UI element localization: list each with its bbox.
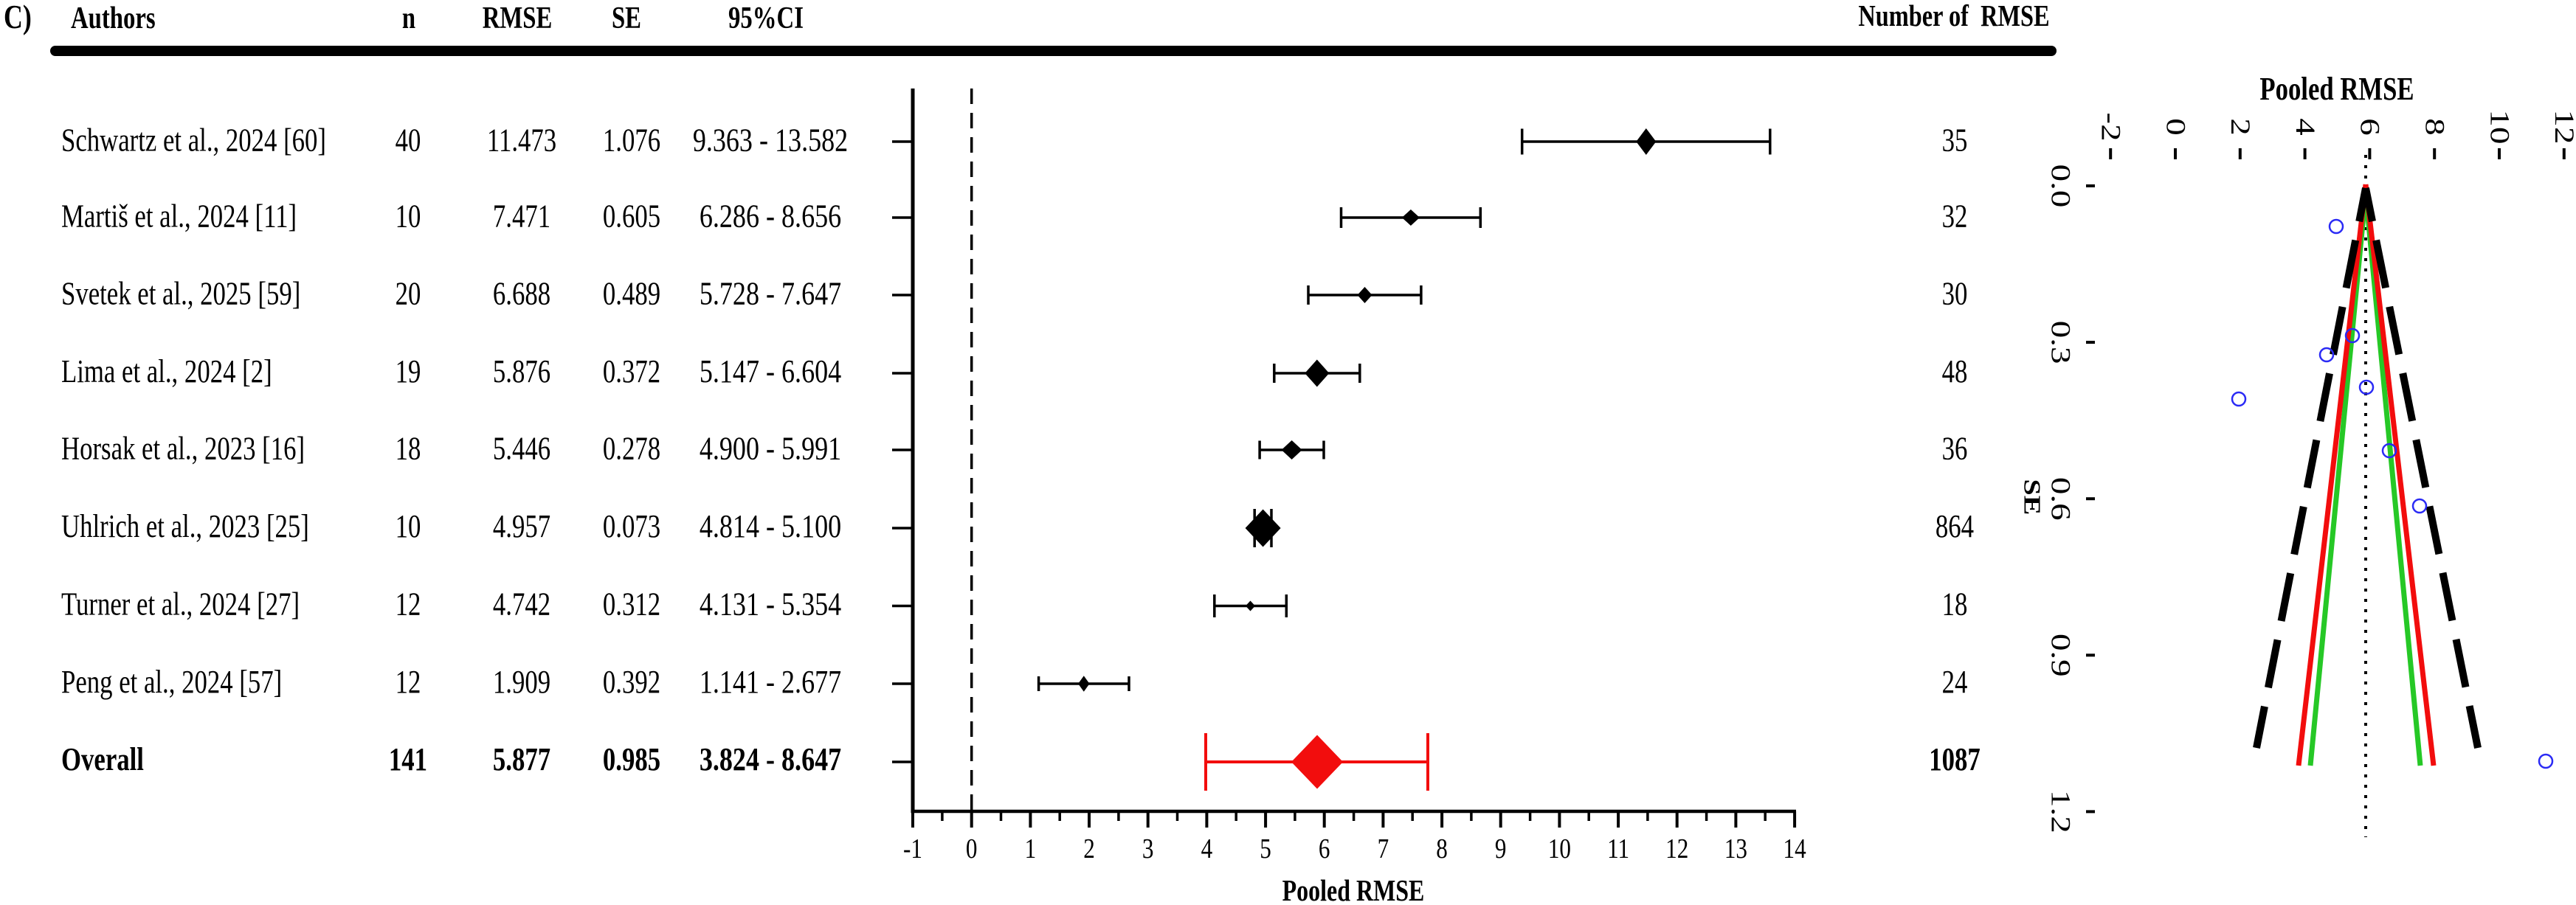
svg-text:Svetek et al., 2025 [59]: Svetek et al., 2025 [59] [61, 276, 300, 312]
svg-text:5.147 - 6.604: 5.147 - 6.604 [700, 353, 841, 389]
svg-text:18: 18 [396, 431, 421, 467]
svg-text:-2: -2 [2096, 112, 2126, 141]
svg-text:SE: SE [2020, 479, 2045, 516]
svg-text:n: n [402, 1, 415, 35]
svg-text:14: 14 [1783, 833, 1806, 864]
svg-text:1.909: 1.909 [493, 664, 550, 700]
svg-text:10: 10 [396, 198, 421, 235]
svg-text:Pooled RMSE: Pooled RMSE [2259, 70, 2414, 107]
svg-text:2: 2 [1083, 833, 1095, 864]
svg-text:6: 6 [2355, 118, 2385, 135]
svg-text:SE: SE [612, 1, 641, 35]
svg-text:1.141 - 2.677: 1.141 - 2.677 [700, 664, 841, 700]
svg-text:30: 30 [1942, 276, 1968, 312]
svg-text:9.363 - 13.582: 9.363 - 13.582 [693, 122, 848, 158]
svg-text:36: 36 [1942, 431, 1968, 467]
svg-text:4.131 - 5.354: 4.131 - 5.354 [700, 586, 841, 622]
svg-text:Schwartz et al., 2024 [60]: Schwartz et al., 2024 [60] [61, 122, 326, 159]
svg-text:0.489: 0.489 [603, 276, 660, 312]
svg-text:10: 10 [2485, 110, 2515, 145]
svg-text:1.076: 1.076 [603, 122, 660, 159]
svg-text:2: 2 [2225, 118, 2255, 135]
svg-text:1.2: 1.2 [2045, 790, 2076, 833]
svg-text:Turner et al., 2024 [27]: Turner et al., 2024 [27] [61, 586, 300, 623]
svg-text:0.312: 0.312 [603, 586, 660, 623]
svg-text:Horsak et al., 2023 [16]: Horsak et al., 2023 [16] [61, 431, 305, 467]
svg-text:Lima et al., 2024 [2]: Lima et al., 2024 [2] [61, 353, 272, 389]
svg-text:48: 48 [1942, 353, 1968, 389]
svg-text:0.605: 0.605 [603, 198, 660, 235]
svg-text:0.3: 0.3 [2045, 321, 2076, 364]
svg-text:0.278: 0.278 [603, 431, 660, 467]
svg-text:19: 19 [396, 353, 421, 389]
svg-text:4: 4 [1201, 833, 1213, 864]
svg-text:5.446: 5.446 [493, 431, 550, 467]
svg-text:RMSE: RMSE [483, 1, 553, 35]
svg-text:0.0: 0.0 [2045, 164, 2076, 208]
svg-text:3.824 - 8.647: 3.824 - 8.647 [700, 741, 841, 777]
svg-text:0.6: 0.6 [2045, 477, 2076, 521]
svg-text:0.9: 0.9 [2045, 634, 2076, 677]
svg-text:0: 0 [966, 833, 978, 864]
svg-text:18: 18 [1942, 586, 1968, 623]
svg-text:4.900 - 5.991: 4.900 - 5.991 [700, 430, 841, 466]
svg-text:20: 20 [396, 276, 421, 312]
svg-text:13: 13 [1724, 833, 1747, 864]
svg-text:5.728 - 7.647: 5.728 - 7.647 [700, 275, 841, 311]
svg-text:24: 24 [1942, 664, 1968, 700]
svg-text:Martiš et al., 2024 [11]: Martiš et al., 2024 [11] [61, 198, 297, 235]
svg-text:10: 10 [396, 508, 421, 544]
svg-text:12: 12 [396, 664, 421, 700]
svg-text:0.985: 0.985 [603, 741, 660, 777]
svg-text:1087: 1087 [1929, 741, 1981, 777]
svg-text:11.473: 11.473 [487, 122, 556, 159]
svg-text:8: 8 [2420, 118, 2450, 135]
svg-text:0.073: 0.073 [603, 508, 660, 544]
svg-text:-1: -1 [903, 833, 922, 864]
svg-text:6: 6 [1319, 833, 1330, 864]
svg-text:4.814 - 5.100: 4.814 - 5.100 [700, 508, 841, 544]
svg-text:6.688: 6.688 [493, 276, 550, 312]
svg-text:C): C) [4, 0, 32, 36]
svg-text:0.392: 0.392 [603, 664, 660, 700]
svg-text:12: 12 [396, 586, 421, 623]
svg-text:40: 40 [396, 122, 421, 159]
svg-text:0.372: 0.372 [603, 353, 660, 389]
svg-text:6.286 - 8.656: 6.286 - 8.656 [700, 198, 841, 234]
svg-text:12: 12 [2549, 110, 2576, 145]
svg-text:11: 11 [1607, 833, 1629, 864]
svg-text:4.742: 4.742 [493, 586, 550, 623]
svg-text:0: 0 [2161, 118, 2191, 135]
svg-text:3: 3 [1142, 833, 1154, 864]
svg-text:1: 1 [1025, 833, 1037, 864]
svg-text:864: 864 [1936, 508, 1974, 544]
svg-text:35: 35 [1942, 122, 1968, 159]
svg-text:9: 9 [1495, 833, 1507, 864]
svg-text:5.876: 5.876 [493, 353, 550, 389]
svg-text:Overall: Overall [61, 741, 144, 777]
svg-text:7: 7 [1378, 833, 1389, 864]
svg-text:5.877: 5.877 [493, 741, 550, 777]
svg-text:95%CI: 95%CI [728, 1, 804, 35]
svg-text:12: 12 [1665, 833, 1688, 864]
svg-text:Authors: Authors [71, 1, 156, 35]
svg-text:141: 141 [389, 741, 427, 777]
svg-text:4: 4 [2290, 118, 2320, 135]
svg-text:Peng et al., 2024 [57]: Peng et al., 2024 [57] [61, 664, 282, 700]
svg-text:7.471: 7.471 [493, 198, 550, 235]
svg-text:32: 32 [1942, 198, 1968, 235]
svg-text:Uhlrich et al., 2023 [25]: Uhlrich et al., 2023 [25] [61, 508, 309, 544]
svg-text:Number of RMSE: Number of RMSE [1858, 0, 2049, 33]
svg-text:Pooled RMSE: Pooled RMSE [1282, 873, 1425, 905]
svg-text:5: 5 [1260, 833, 1271, 864]
svg-text:4.957: 4.957 [493, 508, 550, 544]
svg-text:8: 8 [1436, 833, 1448, 864]
svg-text:10: 10 [1548, 833, 1571, 864]
